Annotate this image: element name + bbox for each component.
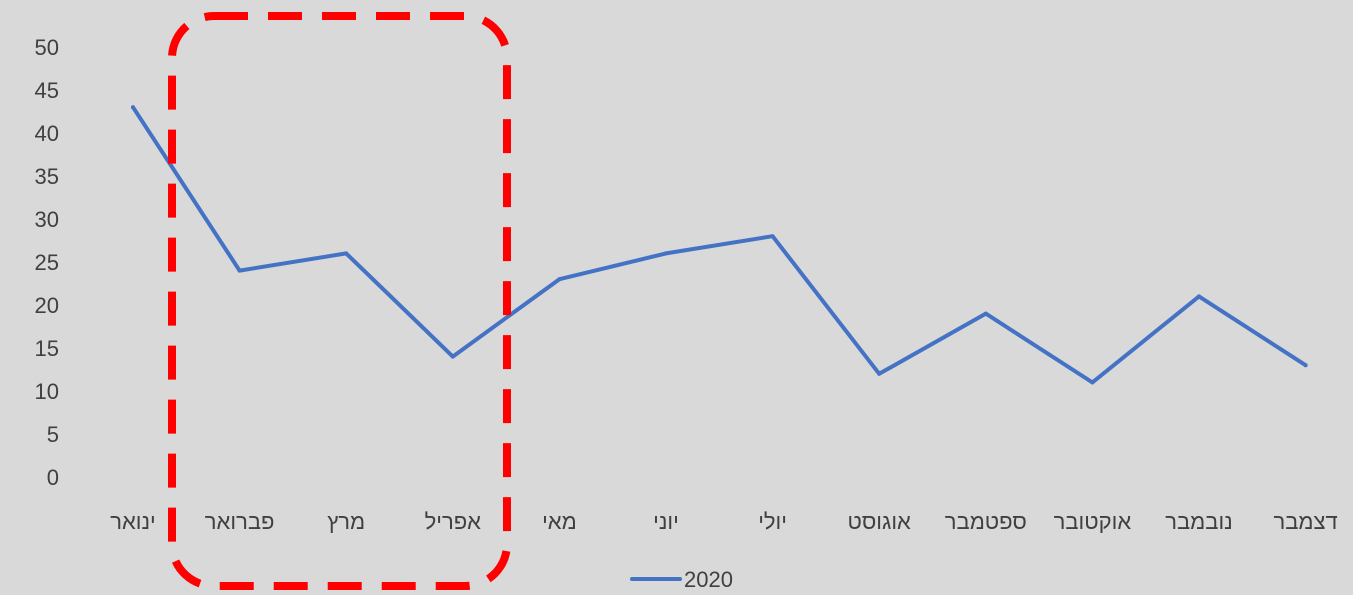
x-axis-ticks: ינואר פברואר מרץ אפריל מאי יוני יולי אוגוסט ספטמ…	[110, 509, 1337, 534]
data-point	[664, 251, 668, 256]
data-point	[877, 371, 882, 376]
data-point	[450, 354, 455, 359]
data-point	[557, 277, 562, 282]
y-tick-label: 50	[35, 35, 59, 60]
x-tick-label: אפריל	[425, 509, 482, 534]
highlight-layer	[168, 12, 511, 590]
x-tick-label: ספטמבר	[945, 509, 1027, 534]
y-tick-label: 20	[35, 293, 59, 318]
data-point	[770, 234, 775, 239]
data-point	[983, 311, 988, 316]
y-tick-label: 5	[47, 422, 59, 447]
x-tick-label: מאי	[542, 509, 577, 534]
data-point	[237, 268, 242, 273]
legend-label: 2020	[684, 567, 733, 592]
data-point	[344, 251, 349, 256]
x-tick-label: פברואר	[205, 509, 275, 534]
y-tick-label: 15	[35, 336, 59, 361]
series-line	[131, 105, 1308, 385]
x-tick-label: יולי	[758, 509, 787, 534]
x-tick-label: מרץ	[327, 509, 365, 534]
y-tick-label: 45	[35, 78, 59, 103]
x-tick-label: יוני	[653, 509, 679, 534]
y-tick-label: 10	[35, 379, 59, 404]
data-point	[1303, 363, 1308, 368]
y-tick-label: 30	[35, 207, 59, 232]
data-point	[131, 105, 135, 110]
highlight-box	[168, 12, 511, 590]
data-point	[1197, 294, 1201, 299]
x-tick-label: דצמבר	[1273, 509, 1337, 534]
data-point	[1090, 380, 1095, 385]
y-tick-label: 35	[35, 164, 59, 189]
x-tick-label: ינואר	[110, 509, 156, 534]
y-tick-label: 25	[35, 250, 59, 275]
legend: 2020	[630, 567, 733, 592]
series-layer	[131, 105, 1308, 385]
y-tick-label: 0	[47, 465, 59, 490]
y-tick-label: 40	[35, 121, 59, 146]
y-axis-ticks: 0 5 10 15 20 25 30 35 40 45 50	[35, 35, 59, 490]
x-tick-label: אוקטובר	[1054, 509, 1132, 534]
x-tick-label: נובמבר	[1165, 509, 1232, 534]
x-tick-label: אוגוסט	[848, 509, 912, 534]
